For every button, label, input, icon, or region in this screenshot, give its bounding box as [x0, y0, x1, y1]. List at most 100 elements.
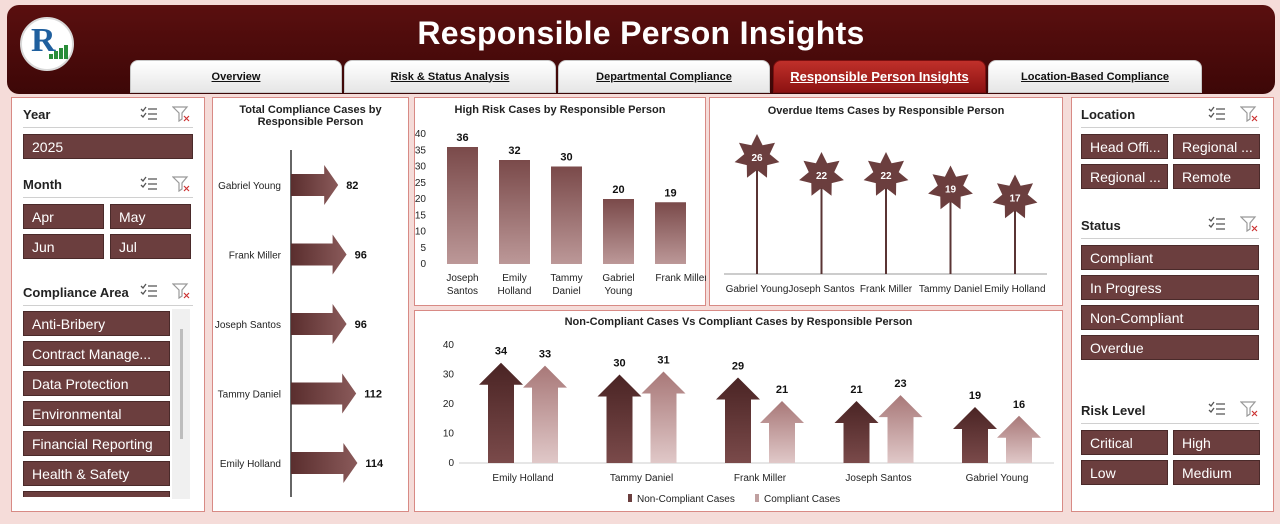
divider — [23, 305, 193, 306]
high-risk-chart: 0 5 10 15 20 25 30 35 40 36 Joseph Santos 32 Emily Hol… — [415, 129, 706, 297]
clear-filter-icon[interactable] — [172, 176, 190, 192]
slicer-item-jul[interactable]: Jul — [110, 234, 191, 259]
x-tick-label: Holland — [498, 286, 532, 297]
chart-bar — [291, 165, 339, 205]
slicer-scrollbar[interactable] — [172, 309, 190, 499]
slicer-item-may[interactable]: May — [110, 204, 191, 229]
slicer-item-remote[interactable]: Remote — [1173, 164, 1260, 189]
slicer-item-overdue[interactable]: Overdue — [1081, 335, 1259, 360]
data-label: 20 — [612, 184, 624, 196]
tab-responsible-person[interactable]: Responsible Person Insights — [773, 60, 986, 93]
legend-label: Non-Compliant Cases — [637, 494, 735, 505]
total-cases-chart-title: Total Compliance Cases by Responsible Pe… — [239, 104, 382, 128]
location-slicer-title: Location — [1081, 107, 1136, 122]
clear-filter-icon[interactable] — [1240, 106, 1258, 122]
x-tick-label: Joseph — [446, 273, 478, 284]
chart-point — [734, 134, 780, 178]
tab-location[interactable]: Location-Based Compliance — [988, 60, 1202, 93]
tab-risk-status[interactable]: Risk & Status Analysis — [344, 60, 556, 93]
chart-bar — [447, 147, 478, 264]
slicer-item-regional-1[interactable]: Regional ... — [1173, 134, 1260, 159]
multi-select-icon[interactable] — [140, 283, 158, 299]
category-label: Joseph Santos — [215, 320, 281, 331]
data-label: 21 — [776, 384, 788, 396]
data-label: 34 — [495, 346, 508, 358]
y-tick-label: 0 — [420, 259, 426, 270]
chart-bar — [716, 377, 760, 463]
y-tick-label: 35 — [415, 145, 427, 156]
data-label: 96 — [355, 250, 367, 262]
slicer-item-apr[interactable]: Apr — [23, 204, 104, 229]
slicer-item-head-office[interactable]: Head Offi... — [1081, 134, 1168, 159]
slicer-item-jun[interactable]: Jun — [23, 234, 104, 259]
data-label: 29 — [732, 360, 744, 372]
legend-label: Compliant Cases — [764, 494, 840, 505]
chart-bar — [291, 234, 347, 275]
slicer-item-in-progress[interactable]: In Progress — [1081, 275, 1259, 300]
clear-filter-icon[interactable] — [172, 106, 190, 122]
multi-select-icon[interactable] — [1208, 106, 1226, 122]
divider — [23, 127, 193, 128]
data-label: 96 — [355, 319, 367, 331]
multi-select-icon[interactable] — [140, 176, 158, 192]
slicer-item-financial-reporting[interactable]: Financial Reporting — [23, 431, 170, 456]
chart-point — [928, 165, 973, 210]
slicer-item-regional-2[interactable]: Regional ... — [1081, 164, 1168, 189]
multi-select-icon[interactable] — [140, 106, 158, 122]
chart-bar — [953, 406, 997, 463]
divider — [1081, 238, 1259, 239]
slicer-item-high[interactable]: High — [1173, 430, 1260, 455]
tab-departmental[interactable]: Departmental Compliance — [558, 60, 770, 93]
x-tick-label: Young — [605, 286, 633, 297]
noncompliant-chart-title: Non-Compliant Cases Vs Compliant Cases b… — [564, 316, 913, 328]
y-tick-label: 20 — [443, 399, 455, 410]
slicer-item-data-protection[interactable]: Data Protection — [23, 371, 170, 396]
slicer-item-partial[interactable] — [23, 491, 170, 497]
page-title: Responsible Person Insights — [417, 15, 865, 51]
chart-bar — [523, 365, 567, 463]
x-tick-label: Gabriel — [602, 273, 634, 284]
slicer-item-contract[interactable]: Contract Manage... — [23, 341, 170, 366]
x-tick-label: Tammy Daniel — [919, 284, 982, 295]
multi-select-icon[interactable] — [1208, 216, 1226, 232]
slicer-item-environmental[interactable]: Environmental — [23, 401, 170, 426]
y-tick-label: 10 — [415, 227, 427, 238]
clear-filter-icon[interactable] — [1240, 216, 1258, 232]
clear-filter-icon[interactable] — [1240, 401, 1258, 417]
category-label: Frank Miller — [229, 251, 282, 262]
tab-overview[interactable]: Overview — [130, 60, 342, 93]
data-label: 36 — [456, 132, 468, 144]
data-label: 26 — [751, 153, 763, 164]
chart-bar — [641, 371, 686, 463]
clear-filter-icon[interactable] — [172, 283, 190, 299]
slicer-item-health-safety[interactable]: Health & Safety — [23, 461, 170, 486]
legend-swatch — [628, 494, 632, 502]
slicer-item-low[interactable]: Low — [1081, 460, 1168, 485]
slicer-item-non-compliant[interactable]: Non-Compliant — [1081, 305, 1259, 330]
data-label: 16 — [1013, 399, 1025, 411]
chart-point — [863, 152, 909, 196]
slicer-item-compliant[interactable]: Compliant — [1081, 245, 1259, 270]
data-label: 33 — [539, 349, 551, 361]
compliance-area-slicer-title: Compliance Area — [23, 285, 129, 300]
y-tick-label: 30 — [415, 162, 427, 173]
x-tick-label: Tammy — [550, 273, 582, 284]
data-label: 22 — [816, 171, 828, 182]
chart-bar — [291, 443, 358, 483]
chart-bar — [760, 401, 804, 463]
slicer-item-anti-bribery[interactable]: Anti-Bribery — [23, 311, 170, 336]
multi-select-icon[interactable] — [1208, 401, 1226, 417]
slicer-item-critical[interactable]: Critical — [1081, 430, 1168, 455]
data-label: 21 — [850, 384, 862, 396]
total-cases-chart: Gabriel Young 82 Frank Miller 96 Joseph Sant… — [215, 150, 384, 497]
scrollbar-thumb[interactable] — [180, 329, 183, 439]
x-tick-label: Daniel — [552, 286, 580, 297]
x-tick-label: Emily Holland — [492, 473, 553, 484]
legend-swatch — [755, 494, 759, 502]
slicer-item-medium[interactable]: Medium — [1173, 460, 1260, 485]
total-cases-chart-panel — [212, 97, 409, 512]
chart-bar — [603, 199, 634, 264]
chart-point — [992, 174, 1038, 219]
slicer-item-2025[interactable]: 2025 — [23, 134, 193, 159]
y-tick-label: 0 — [448, 458, 454, 469]
